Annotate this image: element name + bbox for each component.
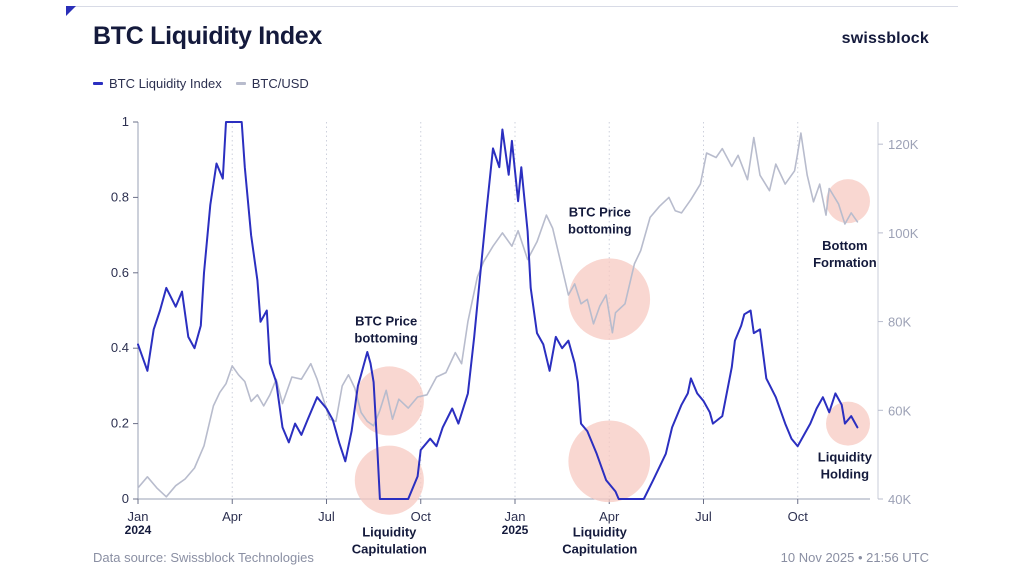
top-divider: [68, 6, 958, 7]
x-tick-label: Jan: [128, 509, 149, 524]
annotation-label-line: Capitulation: [562, 542, 637, 557]
brand-logo: swissblock: [841, 30, 929, 47]
y-right-tick-label: 60K: [888, 403, 911, 418]
y-left-tick-label: 0.8: [111, 189, 129, 204]
y-left-tick-label: 0.4: [111, 340, 129, 355]
x-tick-label: Jul: [318, 509, 335, 524]
legend-item-btcusd[interactable]: BTC/USD: [235, 76, 309, 91]
legend-label-btcusd: BTC/USD: [251, 76, 309, 91]
x-tick-label: Jul: [695, 509, 712, 524]
x-tick-label: Apr: [222, 509, 243, 524]
highlight-circle: [354, 366, 424, 436]
y-right-tick-label: 120K: [888, 137, 919, 152]
x-tick-year-label: 2024: [125, 523, 152, 537]
y-right-tick-label: 40K: [888, 492, 911, 507]
y-left-tick-label: 1: [122, 114, 129, 129]
y-left-tick-label: 0.6: [111, 265, 129, 280]
y-left-tick-label: 0: [122, 491, 129, 506]
annotation-label: BTC Price bottoming: [568, 204, 632, 236]
y-right-tick-label: 80K: [888, 315, 911, 330]
series-line-liquidity-index: [137, 121, 859, 500]
data-source: Data source: Swissblock Technologies: [93, 550, 314, 565]
annotation-label-line: Liquidity: [573, 525, 628, 540]
highlight-circle: [568, 420, 651, 503]
highlight-circle: [354, 445, 424, 515]
timestamp: 10 Nov 2025 • 21:56 UTC: [780, 550, 929, 565]
annotation-label-line: Capitulation: [352, 542, 427, 557]
annotation-label-line: bottoming: [354, 331, 418, 346]
annotation-label-line: Bottom: [822, 238, 868, 253]
series-line-btcusd: [137, 132, 859, 498]
legend-label-liquidity: BTC Liquidity Index: [109, 76, 222, 91]
annotation-label: Bottom Formation: [813, 238, 877, 270]
annotation-label-line: Holding: [821, 466, 869, 481]
annotation-label: Liquidity Holding: [818, 449, 873, 481]
highlight-circle: [826, 401, 871, 446]
highlight-circle: [568, 258, 651, 341]
chart-title: BTC Liquidity Index: [93, 22, 323, 50]
legend-swatch-liquidity: [93, 82, 103, 85]
annotation-label: Liquidity Capitulation: [352, 525, 427, 557]
annotation-label-line: Liquidity: [818, 449, 873, 464]
annotation-label-line: Liquidity: [362, 525, 417, 540]
annotation-label-line: Formation: [813, 255, 877, 270]
x-tick-label: Apr: [599, 509, 620, 524]
x-tick-label: Oct: [411, 509, 432, 524]
legend: BTC Liquidity Index BTC/USD: [93, 76, 309, 91]
legend-item-liquidity[interactable]: BTC Liquidity Index: [93, 76, 222, 91]
y-left-tick-label: 0.2: [111, 416, 129, 431]
annotation-label-line: BTC Price: [355, 314, 417, 329]
annotation-label-line: bottoming: [568, 221, 632, 236]
annotation-label: Liquidity Capitulation: [562, 525, 637, 557]
annotation-label: BTC Price bottoming: [354, 314, 418, 346]
x-tick-label: Jan: [505, 509, 526, 524]
corner-accent-icon: [66, 6, 76, 16]
legend-swatch-btcusd: [235, 82, 246, 85]
highlight-circle: [826, 179, 871, 224]
x-tick-label: Oct: [788, 509, 809, 524]
annotation-label-line: BTC Price: [569, 204, 631, 219]
y-right-tick-label: 100K: [888, 226, 919, 241]
x-tick-year-label: 2025: [502, 523, 529, 537]
